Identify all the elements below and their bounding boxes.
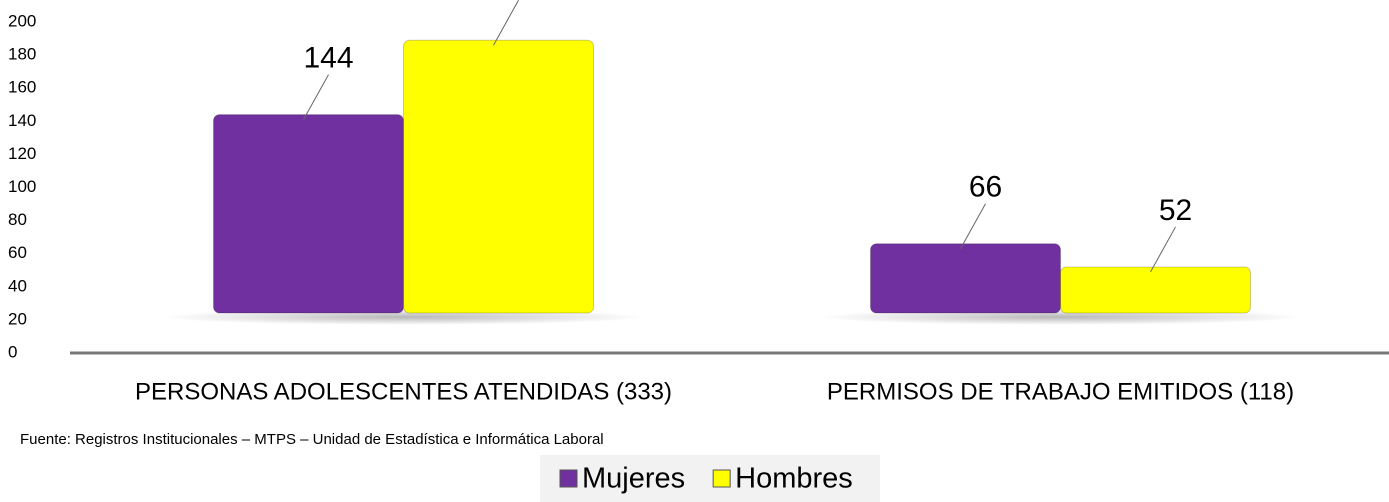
y-tick-label: 60 — [8, 243, 27, 262]
legend-box — [540, 455, 880, 502]
y-tick-label: 160 — [8, 78, 36, 97]
x-tick-label: PERMISOS DE TRABAJO EMITIDOS (118) — [827, 378, 1294, 405]
legend-label: Hombres — [735, 463, 853, 495]
y-tick-label: 200 — [8, 11, 36, 30]
y-tick-label: 40 — [8, 276, 27, 295]
y-tick-label: 140 — [8, 111, 36, 130]
bar — [213, 114, 404, 314]
y-tick-label: 20 — [8, 309, 27, 328]
source-note: Fuente: Registros Institucionales – MTPS… — [20, 431, 604, 448]
y-tick-label: 0 — [8, 342, 17, 361]
legend-label: Mujeres — [582, 463, 685, 495]
data-label: 144 — [303, 42, 353, 75]
y-tick-label: 100 — [8, 177, 36, 196]
y-tick-label: 180 — [8, 45, 36, 64]
data-label: 66 — [969, 171, 1002, 204]
y-tick-label: 80 — [8, 210, 27, 229]
leader-line — [960, 203, 986, 250]
data-label: 52 — [1159, 194, 1192, 227]
leader-line — [1150, 226, 1176, 273]
leader-line — [303, 74, 329, 120]
y-tick-label: 120 — [8, 144, 36, 163]
legend-swatch — [559, 469, 578, 488]
bar — [870, 243, 1061, 314]
bar — [1060, 266, 1251, 314]
leader-line — [493, 0, 519, 46]
bar — [403, 39, 594, 314]
x-tick-label: PERSONAS ADOLESCENTES ATENDIDAS (333) — [135, 378, 672, 405]
legend-swatch — [712, 469, 731, 488]
